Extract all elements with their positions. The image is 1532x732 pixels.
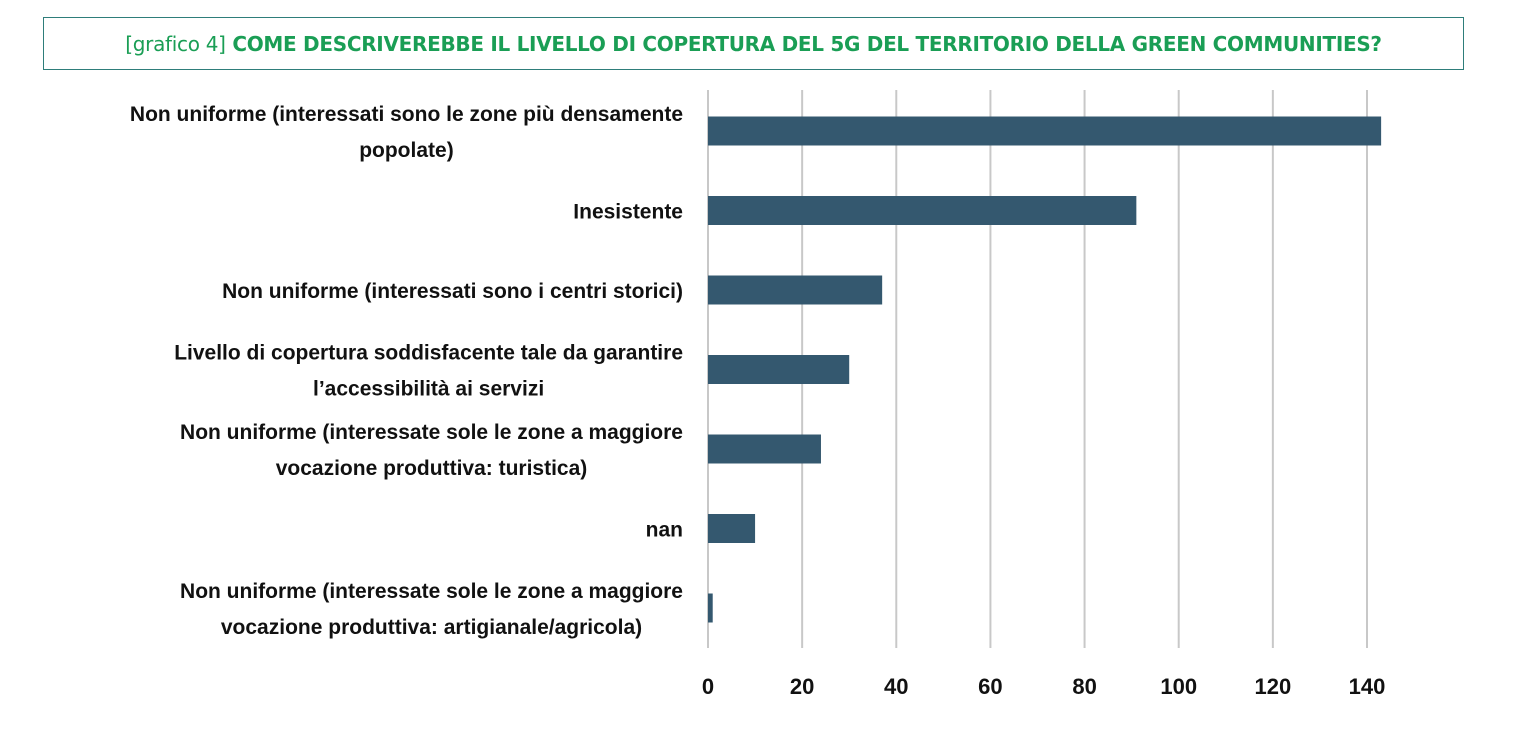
chart-title: [grafico 4] COME DESCRIVEREBBE IL LIVELL… [125,31,1382,56]
category-labels: Non uniforme (interessati sono le zone p… [130,103,683,639]
category-label: nan [646,519,683,542]
bar [708,116,1382,146]
x-tick-label: 20 [790,674,814,699]
bar [708,355,850,384]
x-tick-label: 120 [1254,674,1291,699]
x-tick-label: 140 [1349,674,1386,699]
chart-title-box: [grafico 4] COME DESCRIVEREBBE IL LIVELL… [43,17,1464,70]
bar [708,275,883,305]
bar [708,196,1137,225]
gridlines [707,90,1368,648]
category-label: Inesistente [573,201,683,224]
x-tick-labels: 0 20 40 60 80 100 120 140 [702,674,1385,699]
category-label: popolate) [359,139,454,162]
category-label: Non uniforme (interessati sono i centri … [222,280,683,303]
x-tick-label: 60 [978,674,1002,699]
category-label: Non uniforme (interessate sole le zone a… [180,580,683,603]
category-label: Livello di copertura soddisfacente tale … [174,342,683,365]
chart-title-main: COME DESCRIVEREBBE IL LIVELLO DI COPERTU… [232,31,1382,56]
category-label: Non uniforme (interessate sole le zone a… [180,421,683,444]
category-label: vocazione produttiva: turistica) [276,457,588,480]
bars [708,116,1382,623]
x-tick-label: 80 [1072,674,1096,699]
x-tick-label: 100 [1160,674,1197,699]
x-tick-label: 0 [702,674,714,699]
chart-title-prefix: [grafico 4] [125,31,226,56]
x-tick-label: 40 [884,674,908,699]
category-label: l’accessibilità ai servizi [313,378,544,401]
category-label: vocazione produttiva: artigianale/agrico… [221,616,642,639]
bar [708,593,713,623]
bar [708,514,756,543]
category-label: Non uniforme (interessati sono le zone p… [130,103,683,126]
bar [708,434,821,464]
